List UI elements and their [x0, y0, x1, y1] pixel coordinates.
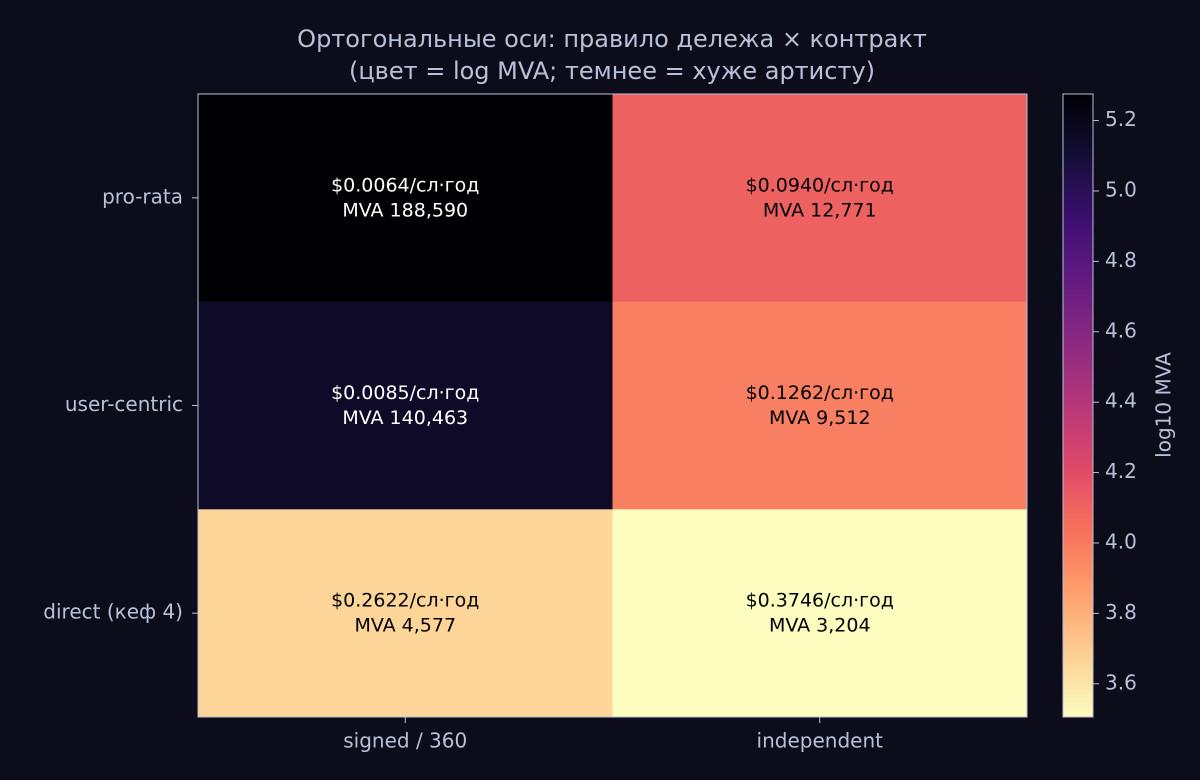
chart-subtitle: (цвет = log MVA; темнее = хуже артисту) [349, 57, 875, 85]
cell-label: $0.0064/сл·год [331, 174, 479, 196]
heatmap-cell [612, 94, 1028, 303]
y-tick-label: pro-rata [102, 184, 183, 208]
cell-label: MVA 12,771 [763, 199, 877, 221]
colorbar-tick-label: 5.0 [1105, 177, 1137, 201]
y-tick-label: direct (кеф 4) [43, 600, 183, 624]
colorbar-tick-label: 4.8 [1105, 248, 1137, 272]
heatmap-cell [198, 509, 613, 718]
cell-label: MVA 9,512 [769, 407, 871, 429]
colorbar-tick-label: 4.4 [1105, 389, 1137, 413]
cell-label: MVA 3,204 [769, 615, 871, 637]
cell-label: MVA 140,463 [342, 407, 468, 429]
cell-label: $0.3746/сл·год [746, 590, 894, 612]
colorbar-tick-label: 3.6 [1105, 670, 1137, 694]
colorbar-label: log10 MVA [1152, 352, 1176, 458]
cell-label: $0.2622/сл·год [331, 590, 479, 612]
cell-label: $0.0085/сл·год [331, 382, 479, 404]
colorbar-tick-label: 4.0 [1105, 529, 1137, 553]
cell-label: $0.1262/сл·год [746, 382, 894, 404]
heatmap-cell [612, 301, 1028, 510]
heatmap-cell [198, 94, 613, 303]
cell-label: MVA 188,590 [342, 199, 468, 221]
cell-label: $0.0940/сл·год [746, 174, 894, 196]
x-tick-label: independent [757, 729, 884, 753]
colorbar-tick-label: 4.6 [1105, 318, 1137, 342]
cell-label: MVA 4,577 [354, 615, 456, 637]
y-tick-label: user-centric [65, 392, 183, 416]
colorbar-tick-label: 3.8 [1105, 600, 1137, 624]
colorbar [1062, 93, 1094, 718]
heatmap-cell [612, 509, 1028, 718]
colorbar-tick-label: 4.2 [1105, 459, 1137, 483]
colorbar-tick-label: 5.2 [1105, 107, 1137, 131]
x-tick-label: signed / 360 [343, 729, 467, 753]
chart-title: Ортогональные оси: правило дележа × конт… [297, 25, 927, 53]
heatmap-cell [198, 301, 613, 510]
